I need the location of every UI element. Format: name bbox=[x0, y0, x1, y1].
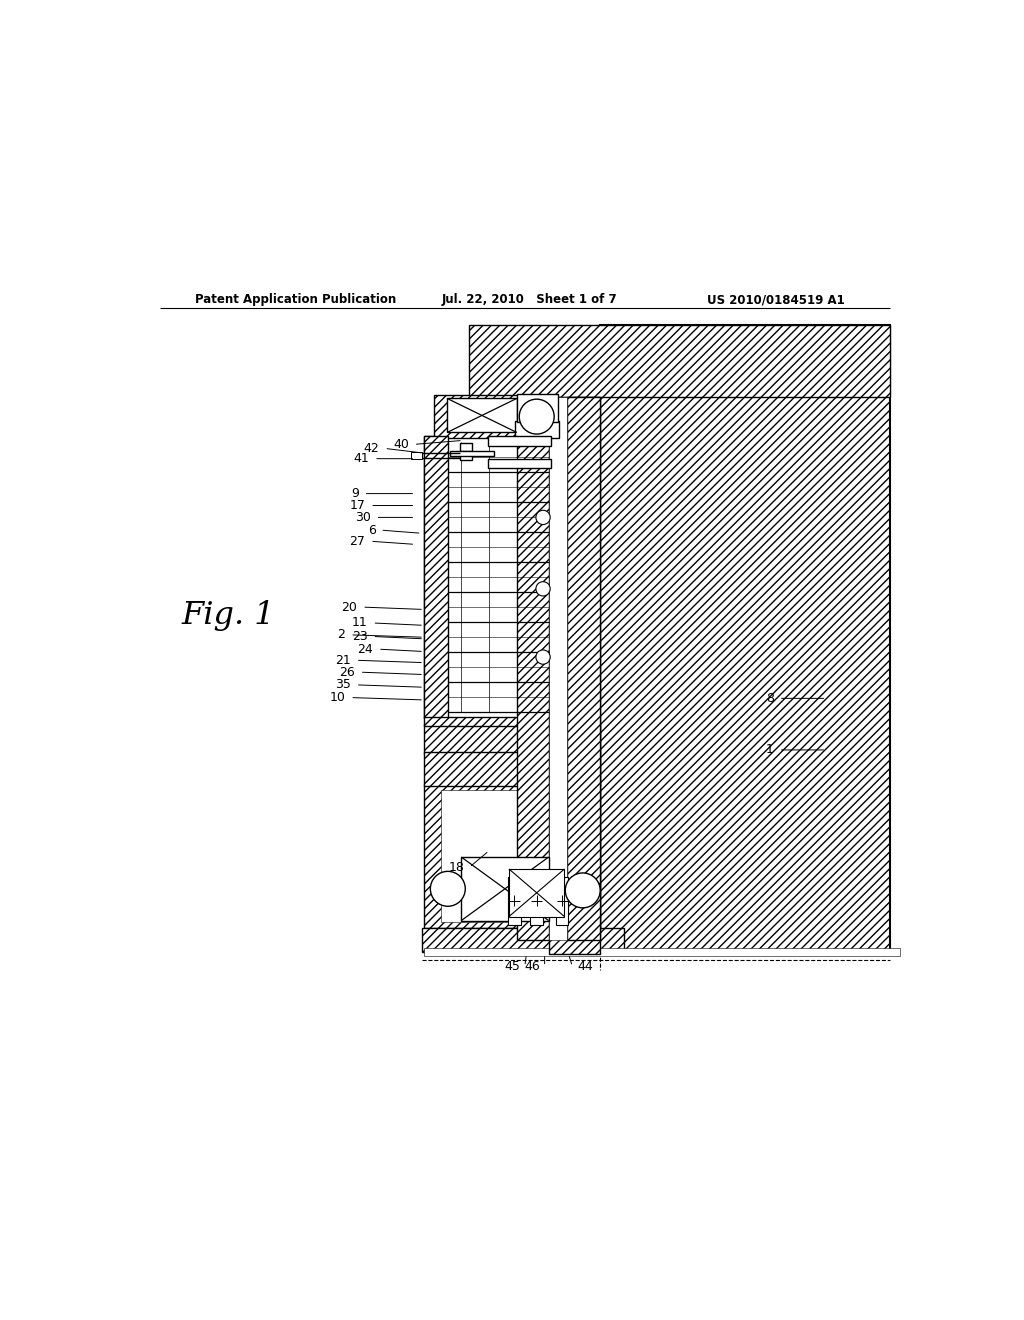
Text: 10: 10 bbox=[330, 692, 345, 704]
Bar bbox=[433, 395, 557, 438]
Text: 40: 40 bbox=[393, 438, 409, 451]
Text: 24: 24 bbox=[357, 643, 373, 656]
Bar bbox=[530, 876, 543, 924]
Text: 35: 35 bbox=[335, 678, 351, 692]
Bar bbox=[424, 717, 549, 726]
Bar bbox=[487, 437, 551, 446]
Bar bbox=[447, 399, 517, 433]
Circle shape bbox=[536, 511, 550, 524]
Bar bbox=[460, 442, 472, 453]
Circle shape bbox=[536, 582, 550, 595]
Text: 6: 6 bbox=[368, 524, 376, 537]
Text: US 2010/0184519 A1: US 2010/0184519 A1 bbox=[708, 293, 845, 306]
Text: Fig. 1: Fig. 1 bbox=[182, 599, 275, 631]
Bar bbox=[424, 723, 600, 754]
Text: 1: 1 bbox=[766, 743, 774, 756]
Text: 45: 45 bbox=[504, 960, 520, 973]
Circle shape bbox=[430, 871, 465, 907]
Bar bbox=[424, 784, 600, 928]
Bar bbox=[487, 458, 551, 469]
Text: 46: 46 bbox=[524, 960, 540, 973]
Bar bbox=[451, 450, 494, 457]
Bar bbox=[549, 397, 600, 954]
Bar bbox=[517, 437, 549, 940]
Bar bbox=[517, 395, 558, 422]
Text: 30: 30 bbox=[355, 511, 371, 524]
Bar bbox=[509, 869, 564, 916]
Bar bbox=[424, 948, 900, 956]
Bar bbox=[441, 791, 583, 923]
Bar bbox=[508, 876, 521, 924]
Text: 2: 2 bbox=[338, 628, 345, 642]
Text: 11: 11 bbox=[352, 616, 368, 630]
Bar bbox=[556, 876, 568, 924]
Text: 8: 8 bbox=[766, 692, 774, 705]
Bar bbox=[567, 397, 600, 940]
Bar bbox=[469, 325, 890, 397]
Bar bbox=[515, 421, 559, 438]
Text: 17: 17 bbox=[349, 499, 366, 512]
Bar bbox=[411, 451, 423, 458]
Circle shape bbox=[565, 873, 600, 908]
Text: 27: 27 bbox=[349, 535, 366, 548]
Circle shape bbox=[519, 399, 554, 434]
Bar bbox=[549, 397, 567, 940]
Text: 44: 44 bbox=[578, 960, 593, 973]
Bar bbox=[461, 857, 549, 920]
Text: 9: 9 bbox=[351, 487, 359, 500]
Text: 21: 21 bbox=[335, 653, 351, 667]
Text: Jul. 22, 2010   Sheet 1 of 7: Jul. 22, 2010 Sheet 1 of 7 bbox=[441, 293, 617, 306]
Bar bbox=[424, 752, 600, 785]
Text: 20: 20 bbox=[341, 601, 357, 614]
Text: 18: 18 bbox=[449, 861, 465, 874]
Circle shape bbox=[536, 649, 550, 664]
Bar bbox=[422, 928, 624, 952]
Text: 26: 26 bbox=[339, 665, 355, 678]
Text: 23: 23 bbox=[352, 630, 368, 643]
Bar bbox=[424, 437, 447, 718]
Bar bbox=[600, 325, 890, 954]
Text: Patent Application Publication: Patent Application Publication bbox=[196, 293, 396, 306]
Bar bbox=[460, 450, 472, 461]
Text: 42: 42 bbox=[364, 442, 380, 455]
Text: 41: 41 bbox=[353, 453, 370, 465]
Bar bbox=[424, 437, 549, 718]
